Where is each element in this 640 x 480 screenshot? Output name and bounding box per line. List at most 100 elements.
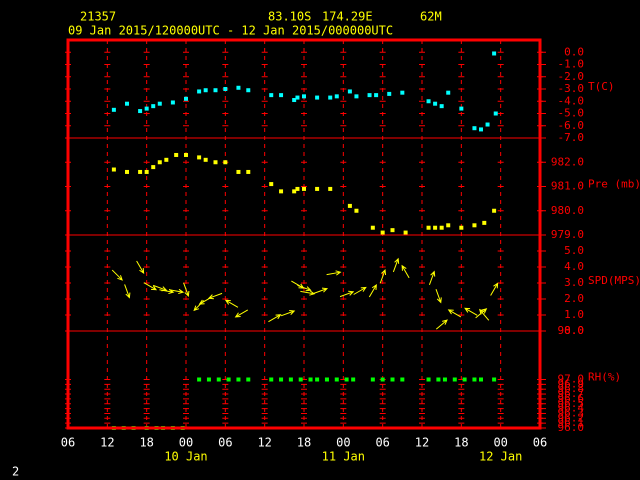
data-point bbox=[380, 377, 385, 382]
y-tick-label: 96.0 bbox=[558, 421, 585, 434]
latitude: 83.10S bbox=[268, 10, 311, 24]
wind-arrow bbox=[313, 287, 329, 294]
data-point bbox=[144, 106, 149, 111]
data-point bbox=[279, 93, 284, 98]
data-point bbox=[482, 220, 487, 225]
wind-arrow bbox=[234, 309, 249, 318]
data-point bbox=[492, 208, 497, 213]
data-point bbox=[334, 377, 339, 382]
x-tick-label: 18 bbox=[454, 436, 468, 450]
data-point bbox=[446, 90, 451, 95]
data-point bbox=[493, 111, 498, 116]
data-point bbox=[370, 377, 375, 382]
data-point bbox=[213, 160, 218, 165]
data-point bbox=[223, 160, 228, 165]
wind-arrow bbox=[169, 288, 185, 295]
wind-arrow bbox=[280, 310, 296, 317]
wind-arrow bbox=[268, 314, 282, 323]
y-tick-label: 982.0 bbox=[551, 155, 584, 168]
data-point bbox=[236, 169, 241, 174]
y-tick-label: 4.0 bbox=[564, 260, 584, 273]
data-point bbox=[164, 157, 169, 162]
data-point bbox=[292, 98, 297, 103]
data-point bbox=[334, 94, 339, 99]
frame bbox=[66, 38, 542, 430]
x-tick-label: 12 bbox=[100, 436, 114, 450]
y-tick-label: 96.3 bbox=[558, 406, 585, 419]
y-tick-label: 96.7 bbox=[558, 387, 585, 400]
x-tick-label: 06 bbox=[61, 436, 75, 450]
axis-title: Pre (mb) bbox=[588, 178, 640, 191]
data-point bbox=[370, 225, 375, 230]
data-point bbox=[439, 225, 444, 230]
data-point bbox=[111, 107, 116, 112]
wind-arrow bbox=[464, 307, 478, 316]
y-tick-label: 0.0 bbox=[564, 324, 584, 337]
data-point bbox=[426, 99, 431, 104]
data-point bbox=[226, 377, 231, 382]
data-point bbox=[269, 93, 274, 98]
y-tick-label: -1.0 bbox=[558, 58, 585, 71]
y-tick-label: 96.4 bbox=[558, 402, 585, 415]
data-point bbox=[426, 377, 431, 382]
y-tick-label: 96.5 bbox=[558, 397, 585, 410]
data-point bbox=[479, 127, 483, 132]
data-point bbox=[295, 95, 300, 100]
data-point bbox=[197, 377, 202, 382]
data-point bbox=[315, 95, 320, 100]
wind-arrow bbox=[183, 282, 190, 298]
data-point bbox=[315, 377, 320, 382]
data-point bbox=[354, 94, 359, 99]
data-point bbox=[472, 126, 477, 131]
data-point bbox=[328, 186, 333, 191]
data-point bbox=[347, 203, 352, 208]
data-point bbox=[436, 377, 441, 382]
data-point bbox=[302, 94, 306, 99]
page-number: 2 bbox=[12, 465, 19, 479]
data-point bbox=[288, 377, 293, 382]
data-point bbox=[236, 377, 241, 382]
wind-arrow bbox=[300, 290, 316, 296]
y-tick-label: 96.1 bbox=[558, 416, 585, 429]
data-point bbox=[197, 155, 202, 160]
data-point bbox=[197, 89, 202, 94]
data-point bbox=[439, 104, 444, 109]
date-label: 11 Jan bbox=[322, 450, 365, 464]
data-point bbox=[184, 152, 188, 157]
data-point bbox=[170, 100, 175, 105]
data-point bbox=[452, 377, 457, 382]
date-label: 10 Jan bbox=[164, 450, 207, 464]
station-id: 21357 bbox=[80, 10, 116, 24]
data-point bbox=[151, 104, 156, 109]
data-point bbox=[426, 225, 431, 230]
data-point bbox=[442, 377, 447, 382]
data-point bbox=[151, 165, 156, 170]
longitude: 174.29E bbox=[322, 10, 373, 24]
data-point bbox=[236, 85, 241, 90]
x-tick-label: 06 bbox=[218, 436, 232, 450]
y-tick-label: 3.0 bbox=[564, 276, 584, 289]
data-point bbox=[269, 377, 274, 382]
data-point bbox=[125, 169, 129, 174]
wind-arrow bbox=[111, 269, 123, 281]
y-tick-label: -5.0 bbox=[558, 107, 585, 120]
wind-arrow bbox=[143, 282, 158, 291]
wind-arrow bbox=[207, 292, 223, 300]
x-tick-label: 18 bbox=[139, 436, 153, 450]
data-point bbox=[292, 189, 297, 194]
y-tick-label: 0.0 bbox=[564, 45, 584, 58]
y-tick-label: 2.0 bbox=[564, 292, 584, 305]
data-point bbox=[351, 377, 356, 382]
wind-arrow bbox=[479, 308, 490, 321]
data-point bbox=[472, 223, 477, 228]
data-point bbox=[380, 230, 385, 235]
x-tick-label: 18 bbox=[297, 436, 311, 450]
data-point bbox=[433, 101, 438, 106]
data-point bbox=[279, 377, 284, 382]
data-point bbox=[315, 186, 320, 191]
data-point bbox=[400, 377, 405, 382]
data-point bbox=[324, 377, 329, 382]
data-point bbox=[206, 377, 211, 382]
